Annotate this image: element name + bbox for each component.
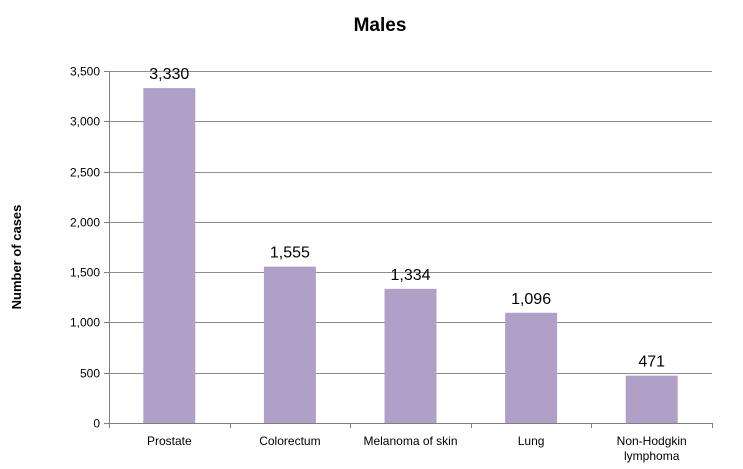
y-tick-label: 1,000 bbox=[70, 316, 100, 330]
y-tick-label: 2,500 bbox=[70, 166, 100, 180]
chart-title: Males bbox=[354, 15, 407, 36]
x-tick-label: Prostate bbox=[147, 434, 192, 448]
y-tick-label: 3,000 bbox=[70, 115, 100, 129]
bar bbox=[625, 375, 678, 423]
gridlines bbox=[109, 71, 712, 374]
x-tick-label: Colorectum bbox=[259, 434, 320, 448]
y-axis-ticks: 0 500 1,000 1,500 2,000 2,500 3,000 3,500 bbox=[70, 65, 109, 431]
bars bbox=[143, 88, 678, 424]
bar bbox=[143, 88, 196, 424]
axes bbox=[109, 71, 713, 428]
x-tick-label: Non-Hodgkin lymphoma bbox=[617, 434, 687, 463]
y-tick-label: 0 bbox=[93, 417, 100, 431]
data-labels: 3,330 1,555 1,334 1,096 471 bbox=[149, 66, 665, 371]
data-label: 1,555 bbox=[270, 245, 310, 262]
y-tick-label: 1,500 bbox=[70, 266, 100, 280]
y-tick-label: 2,000 bbox=[70, 216, 100, 230]
data-label: 1,334 bbox=[390, 267, 430, 284]
bar bbox=[384, 288, 437, 423]
y-axis-label: Number of cases bbox=[9, 205, 24, 310]
y-tick-label: 3,500 bbox=[70, 65, 100, 79]
x-tick-label: Melanoma of skin bbox=[363, 434, 457, 448]
data-label: 3,330 bbox=[149, 66, 189, 83]
x-axis-ticks: Prostate Colorectum Melanoma of skin Lung No… bbox=[147, 434, 687, 463]
bar bbox=[505, 312, 558, 423]
bar bbox=[263, 266, 316, 423]
x-tick-label: Lung bbox=[518, 434, 545, 448]
data-label: 471 bbox=[638, 354, 665, 371]
data-label: 1,096 bbox=[511, 291, 551, 308]
y-tick-label: 500 bbox=[80, 367, 100, 381]
